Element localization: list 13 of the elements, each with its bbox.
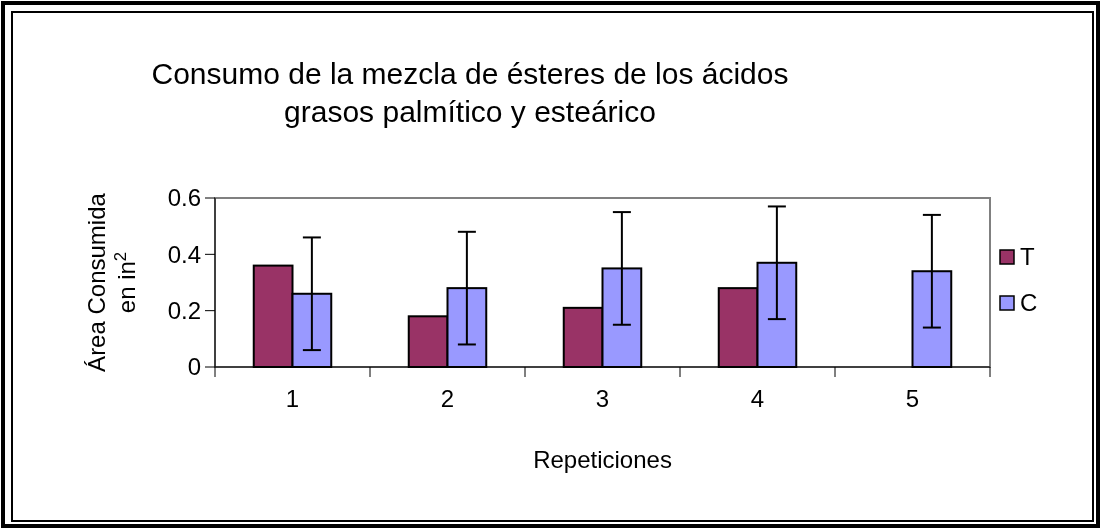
x-tick-label: 5 xyxy=(905,385,920,412)
x-tick-label: 1 xyxy=(285,385,300,412)
y-tick-label: 0.2 xyxy=(167,297,201,325)
chart-title: Consumo de la mezcla de ésteres de los ácidos grasos palmítico y esteárico xyxy=(151,57,789,128)
legend-label: C xyxy=(1020,289,1038,317)
y-tick-label: 0.4 xyxy=(167,240,201,268)
legend-label: T xyxy=(1020,243,1035,271)
x-tick-label: 2 xyxy=(440,385,455,412)
x-axis-title: Repeticiones xyxy=(533,446,672,473)
y-tick-label: 0 xyxy=(187,353,201,381)
y-tick-label: 0.6 xyxy=(167,184,201,212)
x-tick-label: 3 xyxy=(595,385,610,412)
x-tick-label: 4 xyxy=(750,385,765,412)
